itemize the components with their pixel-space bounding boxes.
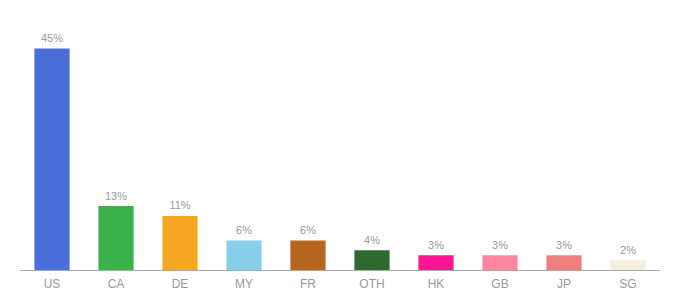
svg-text:45%: 45% xyxy=(41,32,63,44)
svg-text:3%: 3% xyxy=(492,239,508,251)
svg-text:MY: MY xyxy=(235,277,253,291)
svg-text:13%: 13% xyxy=(105,190,127,202)
svg-text:US: US xyxy=(44,277,61,291)
svg-text:CA: CA xyxy=(108,277,125,291)
svg-text:OTH: OTH xyxy=(359,277,384,291)
svg-text:11%: 11% xyxy=(169,199,190,211)
svg-text:6%: 6% xyxy=(236,224,252,236)
svg-text:JP: JP xyxy=(557,277,571,291)
svg-text:2%: 2% xyxy=(620,244,636,256)
svg-text:4%: 4% xyxy=(364,234,380,246)
svg-text:6%: 6% xyxy=(300,224,316,236)
svg-text:FR: FR xyxy=(300,277,316,291)
svg-text:SG: SG xyxy=(619,277,636,291)
svg-text:DE: DE xyxy=(172,277,189,291)
svg-text:3%: 3% xyxy=(556,239,572,251)
svg-text:3%: 3% xyxy=(428,239,444,251)
svg-text:GB: GB xyxy=(491,277,508,291)
svg-text:HK: HK xyxy=(428,277,445,291)
